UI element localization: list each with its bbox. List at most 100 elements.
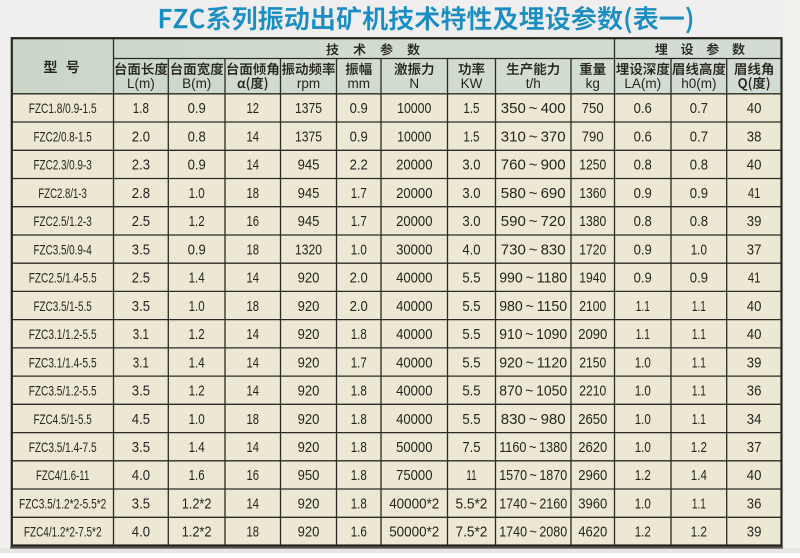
svg-text:1.2: 1.2 xyxy=(189,384,205,400)
svg-text:1.6: 1.6 xyxy=(189,468,205,484)
svg-text:1.8: 1.8 xyxy=(351,384,367,400)
svg-text:18: 18 xyxy=(247,186,260,202)
svg-text:1.0: 1.0 xyxy=(635,412,651,428)
svg-text:40: 40 xyxy=(747,468,762,484)
svg-text:FZC1.8/0.9-1.5: FZC1.8/0.9-1.5 xyxy=(29,101,97,116)
svg-text:0.6: 0.6 xyxy=(634,101,652,117)
svg-text:30000: 30000 xyxy=(396,242,432,258)
svg-text:1.0: 1.0 xyxy=(189,299,205,315)
svg-text:FZC3.5/1.4-7.5: FZC3.5/1.4-7.5 xyxy=(29,440,97,455)
svg-text:50000: 50000 xyxy=(396,440,432,456)
svg-text:0.9: 0.9 xyxy=(634,186,652,202)
svg-text:1720: 1720 xyxy=(579,242,606,258)
svg-text:1.2*2: 1.2*2 xyxy=(182,497,212,513)
svg-text:3.1: 3.1 xyxy=(133,355,149,371)
svg-text:0.6: 0.6 xyxy=(634,129,652,145)
svg-text:2100: 2100 xyxy=(579,299,606,315)
svg-text:14: 14 xyxy=(247,440,260,456)
svg-text:5.5: 5.5 xyxy=(462,384,480,400)
svg-text:1.2: 1.2 xyxy=(635,525,651,541)
svg-text:0.7: 0.7 xyxy=(690,101,708,117)
svg-text:750: 750 xyxy=(582,101,604,117)
svg-text:41: 41 xyxy=(748,186,761,202)
svg-text:0.8: 0.8 xyxy=(690,158,708,174)
svg-text:14: 14 xyxy=(247,355,260,371)
svg-text:FZC3.5/1.2*2-5.5*2: FZC3.5/1.2*2-5.5*2 xyxy=(19,497,106,512)
svg-text:920: 920 xyxy=(298,355,320,371)
svg-text:5.5: 5.5 xyxy=(462,355,480,371)
svg-text:1.4: 1.4 xyxy=(691,468,707,484)
svg-text:830 ~ 980: 830 ~ 980 xyxy=(501,411,566,428)
svg-text:3.5: 3.5 xyxy=(132,242,150,258)
svg-text:920: 920 xyxy=(298,384,320,400)
svg-text:0.9: 0.9 xyxy=(350,129,368,145)
svg-text:5.5: 5.5 xyxy=(462,412,480,428)
svg-text:2650: 2650 xyxy=(578,412,607,428)
svg-text:0.7: 0.7 xyxy=(690,129,708,145)
svg-text:1375: 1375 xyxy=(295,129,322,145)
svg-text:FZC4.5/1-5.5: FZC4.5/1-5.5 xyxy=(34,412,92,427)
svg-text:4.5: 4.5 xyxy=(132,412,150,428)
svg-text:3.1: 3.1 xyxy=(133,327,149,343)
svg-text:870 ~ 1050: 870 ~ 1050 xyxy=(499,383,567,400)
svg-text:34: 34 xyxy=(747,412,762,428)
svg-text:1940: 1940 xyxy=(579,271,606,287)
svg-text:14: 14 xyxy=(247,271,260,287)
svg-text:1.8: 1.8 xyxy=(351,440,367,456)
svg-text:1.8: 1.8 xyxy=(351,412,367,428)
svg-text:1.6: 1.6 xyxy=(351,525,367,541)
svg-text:3.0: 3.0 xyxy=(462,214,480,230)
svg-text:L(m): L(m) xyxy=(127,76,155,91)
svg-text:920: 920 xyxy=(298,440,320,456)
svg-text:920 ~ 1120: 920 ~ 1120 xyxy=(499,354,567,371)
svg-text:14: 14 xyxy=(247,158,260,174)
svg-text:1.2: 1.2 xyxy=(189,214,205,230)
svg-text:1.0: 1.0 xyxy=(691,242,707,258)
svg-text:3.5: 3.5 xyxy=(132,299,150,315)
svg-text:10000: 10000 xyxy=(397,101,431,117)
svg-text:3960: 3960 xyxy=(578,497,607,513)
svg-text:310 ~ 370: 310 ~ 370 xyxy=(501,128,566,145)
svg-text:18: 18 xyxy=(247,525,260,541)
svg-text:1.1: 1.1 xyxy=(692,327,706,343)
svg-text:3.0: 3.0 xyxy=(462,186,480,202)
svg-text:950: 950 xyxy=(298,468,320,484)
svg-text:14: 14 xyxy=(247,327,260,343)
svg-text:16: 16 xyxy=(247,214,260,230)
svg-text:18: 18 xyxy=(247,242,260,258)
svg-text:0.9: 0.9 xyxy=(634,242,652,258)
svg-text:1.0: 1.0 xyxy=(635,497,651,513)
svg-text:5.5: 5.5 xyxy=(462,271,480,287)
svg-text:1.0: 1.0 xyxy=(635,440,651,456)
svg-text:920: 920 xyxy=(298,525,320,541)
svg-text:FZC3.5/1.2-5.5: FZC3.5/1.2-5.5 xyxy=(29,384,97,399)
svg-text:40: 40 xyxy=(747,327,762,343)
svg-text:1.4: 1.4 xyxy=(189,440,205,456)
svg-text:0.9: 0.9 xyxy=(188,242,206,258)
svg-text:1.8: 1.8 xyxy=(351,327,367,343)
svg-text:B(m): B(m) xyxy=(182,76,211,91)
svg-text:1.7: 1.7 xyxy=(351,186,367,202)
svg-text:790: 790 xyxy=(582,129,604,145)
svg-text:2090: 2090 xyxy=(578,327,607,343)
svg-text:0.8: 0.8 xyxy=(690,214,708,230)
svg-text:12: 12 xyxy=(247,101,260,117)
svg-text:39: 39 xyxy=(747,355,762,371)
svg-text:1.8: 1.8 xyxy=(351,468,367,484)
svg-text:FZC3.5/0.9-4: FZC3.5/0.9-4 xyxy=(34,242,92,257)
svg-text:1.1: 1.1 xyxy=(692,497,706,513)
svg-text:1.8: 1.8 xyxy=(351,497,367,513)
svg-text:1160 ~ 1380: 1160 ~ 1380 xyxy=(499,439,567,456)
svg-text:7.5*2: 7.5*2 xyxy=(456,525,488,541)
svg-text:14: 14 xyxy=(247,129,260,145)
svg-text:rpm: rpm xyxy=(297,76,320,91)
svg-text:2210: 2210 xyxy=(579,384,606,400)
svg-text:590 ~ 720: 590 ~ 720 xyxy=(501,213,566,230)
svg-text:0.9: 0.9 xyxy=(350,101,368,117)
svg-text:1.1: 1.1 xyxy=(692,299,706,315)
svg-text:2.0: 2.0 xyxy=(132,129,150,145)
svg-text:1.5: 1.5 xyxy=(463,101,479,117)
svg-text:920: 920 xyxy=(298,327,320,343)
svg-text:h0(m): h0(m) xyxy=(681,76,716,91)
svg-text:36: 36 xyxy=(747,384,762,400)
